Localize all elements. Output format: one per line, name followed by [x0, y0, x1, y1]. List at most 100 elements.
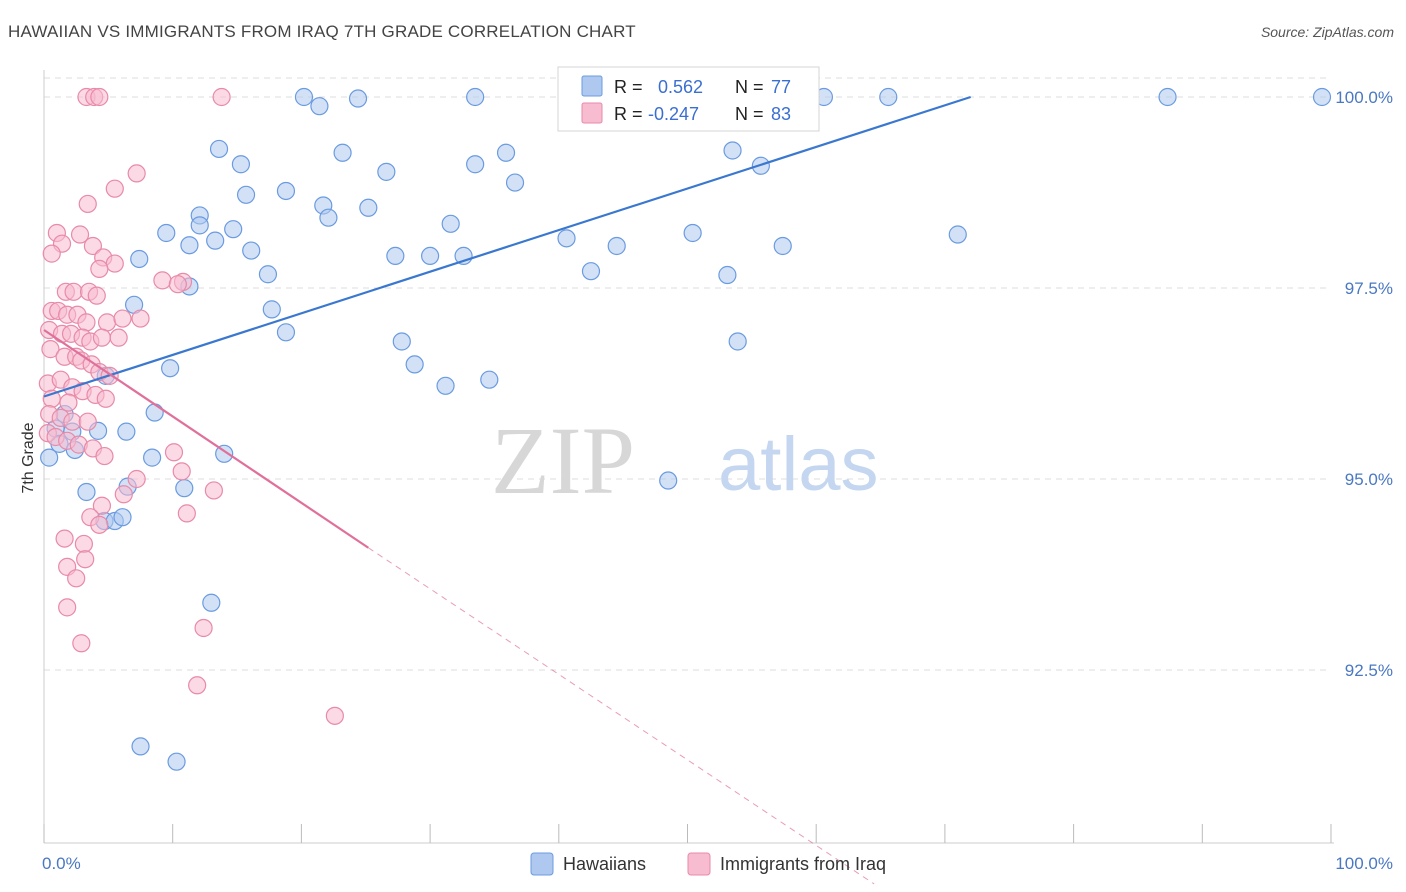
- point-iraq-2: [90, 87, 109, 107]
- point-hawaiians-1: [310, 97, 329, 116]
- point-iraq-36: [109, 328, 128, 347]
- chart-source: Source: ZipAtlas.com: [1260, 24, 1394, 40]
- point-iraq-9: [83, 236, 103, 256]
- point-iraq-37: [41, 340, 60, 359]
- point-iraq-73: [76, 550, 95, 569]
- bottom-legend-hawaiians: Hawaiians: [563, 854, 646, 874]
- point-iraq-63: [172, 462, 191, 481]
- legend-swatch-hawaiians: [581, 75, 603, 97]
- point-iraq-78: [194, 618, 213, 638]
- trendline-hawaiians: [43, 95, 971, 398]
- point-hawaiians-24: [441, 214, 460, 233]
- point-iraq-65: [204, 481, 223, 500]
- point-hawaiians-37: [386, 246, 405, 266]
- y-axis-title: 7th Grade: [20, 422, 37, 493]
- point-iraq-21: [87, 286, 106, 305]
- point-hawaiians-54: [161, 359, 180, 378]
- point-hawaiians-49: [436, 376, 455, 395]
- point-hawaiians-25: [557, 229, 576, 248]
- point-hawaiians-38: [421, 246, 440, 266]
- point-iraq-3: [212, 87, 231, 107]
- point-hawaiians-45: [262, 300, 281, 319]
- point-hawaiians-44: [258, 265, 278, 284]
- legend-hawaiians-r-value: 0.562: [658, 77, 703, 97]
- point-hawaiians-67: [175, 479, 194, 498]
- point-hawaiians-22: [359, 198, 378, 217]
- point-iraq-26: [77, 313, 96, 332]
- point-hawaiians-33: [224, 220, 243, 239]
- point-hawaiians-64: [215, 444, 234, 463]
- point-iraq-66: [114, 485, 133, 504]
- point-iraq-11: [42, 244, 61, 263]
- point-iraq-29: [131, 309, 150, 328]
- point-iraq-71: [55, 529, 74, 548]
- point-iraq-4: [127, 164, 146, 183]
- point-hawaiians-65: [77, 482, 96, 502]
- watermark-atlas: atlas: [718, 422, 879, 507]
- trendline-iraq: [43, 329, 369, 549]
- point-iraq-5: [105, 179, 124, 198]
- y-tick-label-3: 92.5%: [1345, 661, 1393, 680]
- point-hawaiians-41: [581, 262, 601, 281]
- point-hawaiians-30: [157, 223, 176, 243]
- point-hawaiians-15: [505, 173, 525, 192]
- legend-hawaiians-r-label: R =: [614, 77, 643, 97]
- point-hawaiians-6: [879, 87, 898, 107]
- point-iraq-28: [113, 309, 132, 328]
- point-hawaiians-51: [728, 332, 747, 351]
- point-iraq-79: [188, 676, 207, 695]
- legend-iraq-r-value: -0.247: [648, 104, 699, 124]
- point-iraq-15: [153, 271, 172, 290]
- point-iraq-51: [59, 393, 78, 412]
- point-hawaiians-46: [276, 323, 296, 342]
- y-tick-labels: 100.0% 97.5% 95.0% 92.5%: [1335, 88, 1393, 680]
- y-tick-label-1: 97.5%: [1345, 279, 1393, 298]
- point-iraq-72: [74, 534, 93, 554]
- point-iraq-35: [92, 328, 112, 347]
- point-hawaiians-13: [466, 155, 485, 174]
- watermark-zip: ZIP: [491, 407, 635, 514]
- point-hawaiians-70: [113, 508, 132, 527]
- point-hawaiians-34: [242, 241, 261, 260]
- point-iraq-77: [72, 634, 91, 653]
- point-iraq-61: [95, 446, 114, 466]
- chart-title: HAWAIIAN VS IMMIGRANTS FROM IRAQ 7TH GRA…: [8, 22, 636, 41]
- legend-hawaiians-n-value: 77: [771, 77, 791, 97]
- point-iraq-68: [177, 504, 196, 523]
- legend-iraq-n-value: 83: [771, 104, 791, 124]
- point-hawaiians-53: [145, 403, 164, 422]
- point-hawaiians-61: [40, 448, 59, 467]
- point-hawaiians-59: [117, 422, 136, 441]
- point-hawaiians-63: [143, 448, 162, 467]
- point-hawaiians-18: [236, 185, 256, 204]
- stats-legend: R = 0.562 N = 77 R = -0.247 N = 83: [557, 66, 820, 132]
- series-legend: Hawaiians Immigrants from Iraq: [530, 852, 886, 876]
- trendline-extension-iraq: [368, 547, 875, 885]
- bottom-legend-iraq: Immigrants from Iraq: [720, 854, 886, 874]
- point-hawaiians-32: [206, 231, 225, 250]
- trend-layer: [43, 95, 971, 885]
- point-hawaiians-31: [190, 216, 209, 235]
- point-hawaiians-74: [167, 752, 186, 771]
- y-tick-label-0: 100.0%: [1335, 88, 1393, 107]
- point-hawaiians-48: [392, 332, 411, 351]
- legend-hawaiians-n-label: N =: [735, 77, 764, 97]
- point-iraq-49: [96, 389, 115, 408]
- point-hawaiians-2: [348, 89, 368, 108]
- point-hawaiians-36: [180, 236, 199, 255]
- point-hawaiians-11: [333, 143, 352, 162]
- point-iraq-14: [90, 259, 109, 278]
- point-iraq-67: [92, 496, 112, 515]
- points-layer: [38, 87, 1332, 771]
- point-hawaiians-40: [718, 265, 737, 285]
- point-hawaiians-29: [948, 225, 967, 244]
- point-hawaiians-9: [209, 139, 229, 159]
- point-hawaiians-16: [723, 141, 742, 160]
- point-iraq-17: [168, 275, 187, 294]
- point-hawaiians-28: [773, 236, 792, 256]
- x-tick-label-min: 0.0%: [42, 854, 81, 873]
- point-hawaiians-73: [131, 737, 150, 756]
- point-iraq-76: [58, 598, 77, 617]
- point-iraq-62: [164, 443, 184, 462]
- point-hawaiians-21: [319, 208, 338, 227]
